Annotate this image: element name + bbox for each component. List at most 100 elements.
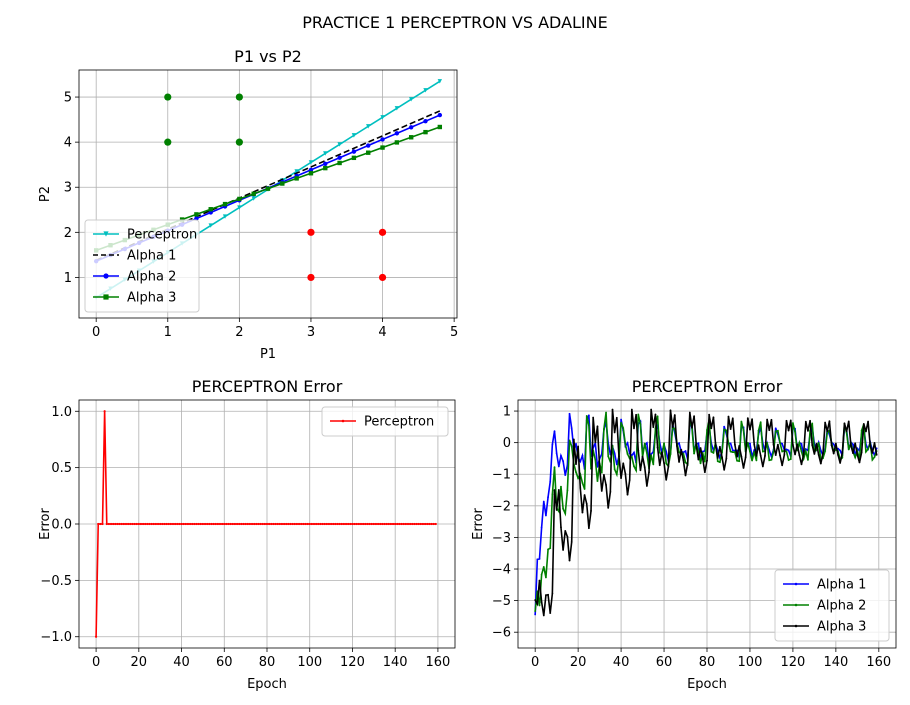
scatter-point [164, 138, 172, 146]
scatter-point [307, 228, 315, 236]
series-point [553, 489, 556, 491]
x-tick-label: 20 [131, 655, 148, 670]
series-point [837, 453, 839, 456]
line-marker [323, 165, 328, 171]
series-point [581, 481, 584, 484]
series-point [622, 462, 625, 465]
series-point [171, 522, 175, 526]
series-point [240, 522, 243, 526]
series-point [862, 423, 865, 425]
series-point [107, 522, 111, 526]
y-tick-label: −6 [492, 626, 511, 641]
series-point [680, 448, 683, 451]
series-point [327, 522, 331, 526]
series-point [566, 489, 569, 492]
series-point [847, 448, 850, 451]
line-marker [323, 161, 328, 166]
series-point [549, 612, 552, 614]
series-point [594, 458, 597, 461]
series-point [564, 474, 567, 477]
series-point [600, 490, 603, 492]
series-point [800, 450, 803, 453]
series-point [542, 565, 545, 568]
x-tick-label: 1 [164, 325, 172, 340]
series-point [338, 522, 341, 526]
series-point [287, 522, 290, 526]
series-point [144, 522, 147, 526]
series-point [383, 522, 386, 526]
legend-marker [794, 624, 798, 628]
series-point [547, 593, 549, 596]
series-point [802, 453, 805, 456]
series-point [852, 443, 854, 446]
series-point [729, 442, 732, 445]
series-point [665, 462, 668, 465]
series-point [740, 420, 743, 423]
series-point [536, 603, 539, 605]
series-point [630, 456, 633, 458]
series-point [712, 416, 715, 419]
series-point [557, 488, 560, 491]
series-point [295, 522, 299, 526]
series-point [770, 458, 773, 461]
series-point [280, 522, 284, 526]
series-point [858, 461, 861, 464]
series-point [753, 443, 756, 446]
line-marker [366, 143, 371, 148]
legend-box [84, 219, 200, 313]
series-point [178, 522, 181, 526]
series-point [630, 408, 633, 411]
x-axis-label: P1 [260, 347, 276, 362]
series-point [308, 522, 311, 526]
legend-label: Alpha 2 [817, 599, 866, 614]
line-marker [323, 151, 328, 156]
series-point [832, 452, 835, 455]
series-point [265, 522, 269, 526]
series-point [781, 450, 784, 453]
series-point [676, 445, 678, 447]
figure-suptitle: PRACTICE 1 PERCEPTRON VS ADALINE [302, 13, 607, 32]
series-point [235, 522, 239, 526]
series-point [772, 450, 775, 453]
series-point [568, 412, 571, 415]
series-point [871, 458, 874, 461]
series-point [124, 522, 128, 526]
series-point [650, 408, 653, 411]
x-tick-label: 100 [297, 655, 322, 670]
scatter-point [307, 273, 315, 282]
series-point [376, 522, 380, 526]
series-point [671, 426, 674, 429]
series-point [542, 614, 545, 617]
series-point [312, 522, 316, 526]
series-point [624, 472, 627, 475]
series-point [188, 522, 192, 526]
series-point [174, 522, 177, 526]
x-tick-label: 120 [340, 655, 365, 670]
series-point [389, 522, 393, 526]
series-point [583, 488, 586, 490]
series-point [742, 429, 745, 432]
series-point [186, 522, 190, 526]
series-point [131, 522, 134, 526]
series-point [340, 522, 343, 526]
series-point [845, 430, 848, 433]
series-point [103, 410, 106, 413]
series-point [218, 522, 222, 526]
series-point [819, 462, 822, 465]
series-point [137, 522, 140, 526]
line-marker [437, 79, 443, 84]
line-marker [337, 160, 342, 166]
series-point [562, 460, 565, 463]
series-point [770, 418, 773, 421]
line-marker [280, 181, 285, 186]
series-point [667, 466, 670, 468]
series-point [300, 522, 303, 526]
series-point [721, 456, 723, 459]
series-point [620, 418, 622, 421]
series-point [366, 522, 369, 526]
series-point [402, 522, 405, 526]
line-marker [194, 212, 199, 217]
series-point [534, 613, 537, 616]
series-point [394, 522, 397, 526]
series-point [329, 522, 333, 526]
